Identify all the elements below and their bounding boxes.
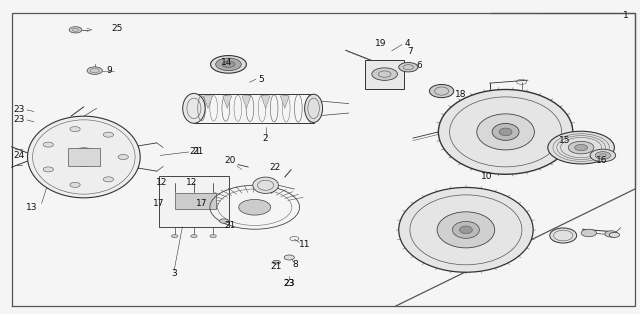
Circle shape — [605, 231, 618, 237]
Circle shape — [273, 260, 280, 264]
Circle shape — [399, 62, 418, 72]
Text: 15: 15 — [559, 136, 570, 144]
Ellipse shape — [460, 226, 472, 234]
Circle shape — [575, 144, 588, 151]
Wedge shape — [204, 96, 212, 108]
Text: 6: 6 — [417, 62, 422, 70]
Text: 17: 17 — [153, 199, 164, 208]
Text: 21: 21 — [225, 221, 236, 230]
Text: 3: 3 — [172, 269, 177, 278]
Ellipse shape — [452, 221, 479, 238]
Circle shape — [44, 142, 54, 147]
FancyBboxPatch shape — [175, 193, 216, 209]
Text: 23: 23 — [284, 279, 295, 288]
Circle shape — [216, 58, 241, 71]
Text: 18: 18 — [455, 90, 467, 99]
Ellipse shape — [492, 123, 519, 140]
Circle shape — [581, 229, 596, 237]
Ellipse shape — [305, 94, 323, 122]
Text: 21: 21 — [193, 148, 204, 156]
Text: 16: 16 — [596, 156, 607, 165]
Ellipse shape — [71, 148, 97, 166]
Text: 14: 14 — [221, 58, 232, 67]
Text: 20: 20 — [225, 156, 236, 165]
Wedge shape — [242, 96, 251, 108]
Text: 25: 25 — [111, 24, 123, 33]
Text: 12: 12 — [156, 178, 167, 187]
Ellipse shape — [183, 94, 205, 123]
Text: 4: 4 — [405, 39, 410, 48]
Text: 21: 21 — [189, 147, 201, 156]
Circle shape — [284, 255, 294, 260]
Text: 8: 8 — [293, 260, 298, 269]
Circle shape — [87, 67, 102, 74]
Text: 9: 9 — [106, 66, 111, 75]
FancyBboxPatch shape — [159, 176, 229, 227]
FancyBboxPatch shape — [365, 60, 404, 89]
Circle shape — [172, 235, 178, 238]
Circle shape — [222, 61, 235, 68]
Text: 1: 1 — [623, 11, 628, 20]
Wedge shape — [280, 96, 289, 108]
Circle shape — [590, 149, 616, 162]
Circle shape — [44, 167, 54, 172]
Ellipse shape — [399, 187, 533, 272]
Text: 23: 23 — [13, 116, 25, 124]
Circle shape — [548, 131, 614, 164]
Text: 24: 24 — [13, 151, 25, 160]
Text: 13: 13 — [26, 203, 38, 212]
Text: 23: 23 — [284, 279, 295, 288]
Text: 2: 2 — [263, 134, 268, 143]
Ellipse shape — [499, 128, 512, 136]
Text: 10: 10 — [481, 172, 492, 181]
Circle shape — [609, 232, 620, 237]
Text: 17: 17 — [196, 199, 207, 208]
Text: 23: 23 — [13, 106, 25, 114]
Circle shape — [372, 68, 397, 80]
Text: 21: 21 — [271, 263, 282, 271]
Wedge shape — [261, 96, 270, 108]
Circle shape — [211, 56, 246, 73]
Ellipse shape — [253, 177, 278, 193]
Ellipse shape — [429, 84, 454, 98]
Ellipse shape — [477, 114, 534, 150]
Text: 5: 5 — [259, 75, 264, 84]
Circle shape — [70, 182, 80, 187]
Text: 12: 12 — [186, 178, 198, 187]
Text: 19: 19 — [375, 39, 387, 48]
Ellipse shape — [550, 228, 577, 243]
Ellipse shape — [437, 212, 495, 248]
Wedge shape — [223, 96, 232, 108]
Circle shape — [118, 154, 129, 160]
Ellipse shape — [438, 89, 573, 174]
Circle shape — [191, 235, 197, 238]
Text: 22: 22 — [269, 163, 281, 171]
Circle shape — [103, 132, 113, 137]
Circle shape — [103, 177, 113, 182]
Circle shape — [595, 152, 611, 159]
Circle shape — [568, 141, 594, 154]
Circle shape — [220, 219, 228, 223]
Ellipse shape — [28, 116, 140, 198]
Text: 7: 7 — [407, 47, 412, 56]
FancyBboxPatch shape — [68, 148, 100, 166]
Text: 11: 11 — [299, 240, 310, 249]
Circle shape — [69, 27, 82, 33]
Circle shape — [239, 199, 271, 215]
Circle shape — [70, 127, 80, 132]
Circle shape — [210, 235, 216, 238]
